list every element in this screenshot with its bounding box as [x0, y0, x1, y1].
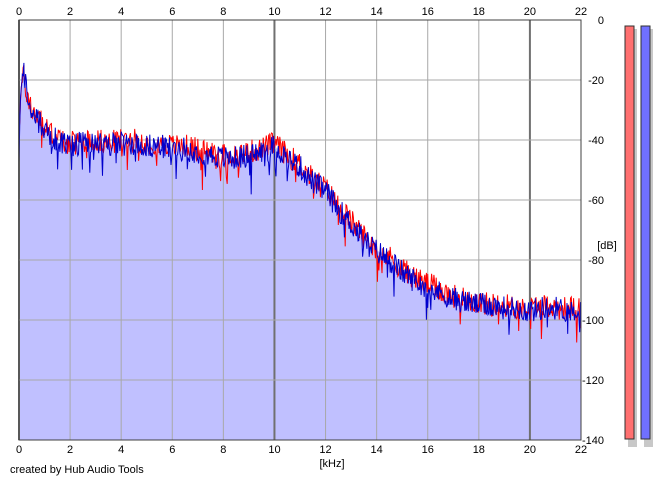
spectrum-fill-area [19, 69, 581, 441]
credit-text: created by Hub Audio Tools [10, 464, 144, 476]
x-tick-label-top: 14 [371, 6, 383, 18]
x-tick-label-bottom: 6 [169, 444, 175, 456]
y-tick-label: -140 [582, 435, 604, 447]
spectrum-fill [19, 69, 581, 441]
y-tick-label: -60 [588, 195, 604, 207]
x-tick-label-top: 18 [473, 6, 485, 18]
x-tick-label-top: 0 [16, 6, 22, 18]
x-tick-label-top: 2 [67, 6, 73, 18]
y-tick-label: -120 [582, 375, 604, 387]
level-meter-bar [640, 25, 651, 440]
x-tick-label-bottom: 18 [473, 444, 485, 456]
y-tick-label: -100 [582, 315, 604, 327]
x-tick-label-bottom: 16 [422, 444, 434, 456]
x-tick-label-top: 16 [422, 6, 434, 18]
x-tick-label-bottom: 20 [524, 444, 536, 456]
x-tick-label-top: 8 [220, 6, 226, 18]
x-tick-label-bottom: 8 [220, 444, 226, 456]
y-tick-label: -40 [588, 135, 604, 147]
x-tick-label-bottom: 14 [371, 444, 383, 456]
spectrum-series [18, 62, 582, 343]
x-tick-label-top: 12 [319, 6, 331, 18]
x-tick-label-bottom: 10 [268, 444, 280, 456]
y-tick-label: -80 [588, 255, 604, 267]
x-tick-label-bottom: 12 [319, 444, 331, 456]
y-axis-unit-label: [dB] [597, 240, 617, 252]
x-tick-label-bottom: 0 [16, 444, 22, 456]
plot-frame [18, 19, 582, 441]
x-tick-label-bottom: 4 [118, 444, 124, 456]
x-tick-label-top: 22 [575, 6, 587, 18]
x-tick-label-top: 6 [169, 6, 175, 18]
x-axis-unit-label: [kHz] [319, 458, 344, 470]
x-tick-label-top: 20 [524, 6, 536, 18]
x-tick-label-top: 4 [118, 6, 124, 18]
y-axis-tick-labels: 0 -20 -40 -60 -80 -100 -120 -140 [582, 15, 604, 447]
x-tick-label-bottom: 22 [575, 444, 587, 456]
level-meter-bar [624, 25, 635, 440]
x-tick-label-top: 10 [268, 6, 280, 18]
level-meters [624, 25, 653, 447]
y-tick-label: -20 [588, 75, 604, 87]
x-tick-label-bottom: 2 [67, 444, 73, 456]
y-tick-label: 0 [598, 15, 604, 27]
spectrum-series-line [18, 62, 582, 335]
